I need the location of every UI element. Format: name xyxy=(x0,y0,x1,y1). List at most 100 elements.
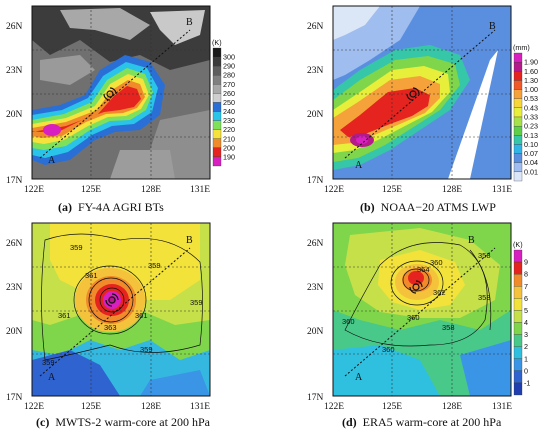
panel-b-frame xyxy=(332,5,512,180)
panel-b-colorbar-swatch xyxy=(513,52,523,63)
panel-b-ytick-2: 20N xyxy=(307,110,324,120)
panel-b-colorbar-label: 0.43 xyxy=(524,103,538,112)
panel-c-xtick-3: 131E xyxy=(190,402,210,412)
panel-b-xtick-2: 128E xyxy=(442,185,462,195)
panel-a-colorbar-swatch xyxy=(212,56,222,67)
panel-b-colorbar-swatch xyxy=(513,98,523,109)
panel-b-colorbar-swatch xyxy=(513,80,523,90)
panel-a-colorbar-swatch xyxy=(212,93,222,103)
panel-b-ytick-3: 17N xyxy=(307,176,324,186)
panel-a-ytick-3: 17N xyxy=(6,176,23,186)
panel-d-colorbar-label: 8 xyxy=(524,270,528,279)
panel-b-colorbar-swatch xyxy=(513,162,523,173)
panel-d-colorbar-label: 0 xyxy=(524,366,528,375)
panel-b-map xyxy=(333,6,511,179)
panel-c-ytick-3: 17N xyxy=(6,393,23,403)
panel-d-colorbar-swatch xyxy=(513,286,523,299)
panel-a-colorbar-label: 200 xyxy=(223,143,235,152)
panel-c-point-a: A xyxy=(48,372,56,383)
panel-a: A B 26N 23N 20N 17N 122E 125E 128E 131E … xyxy=(6,5,235,214)
panel-a-colorbar-swatch xyxy=(212,84,222,94)
panel-b-ytick-0: 26N xyxy=(307,22,324,32)
panel-d-colorbar-swatch xyxy=(513,370,523,384)
panel-a-colorbar-swatch xyxy=(212,47,222,58)
panel-a-xtick-2: 128E xyxy=(141,185,161,195)
panel-b-colorbar-swatch xyxy=(513,89,523,99)
panel-a-colorbar-label: 220 xyxy=(223,125,235,134)
panel-a-colorbar-label: 250 xyxy=(223,98,235,107)
panel-b-point-b: B xyxy=(489,21,496,32)
panel-d-xtick-3: 131E xyxy=(492,402,512,412)
panel-d-caption: (d) ERA5 warm-core at 200 hPa xyxy=(342,415,502,429)
panel-a-colorbar-swatch xyxy=(212,138,222,148)
panel-c-ytick-2: 20N xyxy=(6,327,23,337)
panel-c-map xyxy=(32,223,210,396)
panel-d-colorbar-swatch xyxy=(513,274,523,287)
panel-b-colorbar-label: 0.04 xyxy=(524,158,538,167)
panel-d-caption-letter: (d) xyxy=(342,415,357,429)
panel-b-colorbar-swatch xyxy=(513,153,523,163)
panel-b-ytick-1: 23N xyxy=(307,66,324,76)
panel-a-map xyxy=(32,6,210,179)
panel-d-colorbar-swatch xyxy=(513,261,523,275)
panel-b-colorbar-swatch xyxy=(513,61,523,72)
panel-d-point-b: B xyxy=(468,235,475,246)
panel-d: 360 364 362 360 360 358 358 360 358 A B … xyxy=(307,222,530,429)
panel-a-ytick-0: 26N xyxy=(6,22,23,32)
panel-c-contour-label-0: 359 xyxy=(70,243,83,252)
panel-c-xtick-0: 122E xyxy=(24,402,44,412)
panel-a-caption-letter: (a) xyxy=(58,200,72,214)
panel-a-colorbar-label: 210 xyxy=(223,134,235,143)
panel-d-contour-label-2: 362 xyxy=(433,288,446,297)
panel-a-colorbar-unit: (K) xyxy=(212,38,222,47)
panel-b-colorbar-label: 1.00 xyxy=(524,85,538,94)
panel-a-colorbar-label: 280 xyxy=(223,71,235,80)
panel-d-colorbar-label: 1 xyxy=(524,354,528,363)
panel-a-colorbar-label: 240 xyxy=(223,107,235,116)
panel-b-colorbar-label: 1.30 xyxy=(524,76,538,85)
panel-a-colorbar-swatch xyxy=(212,129,222,139)
panel-b-colorbar-swatch xyxy=(513,144,523,154)
panel-d-colorbar-swatch xyxy=(513,358,523,371)
panel-d-colorbar-label: 6 xyxy=(524,294,528,303)
panel-c-xtick-1: 125E xyxy=(81,402,101,412)
panel-b-colorbar-swatch xyxy=(513,135,523,145)
panel-b-colorbar-label: 1.60 xyxy=(524,67,538,76)
panel-d-colorbar-label: 5 xyxy=(524,306,528,315)
panel-c-contour-label-2: 359 xyxy=(148,261,161,270)
panel-c-xtick-2: 128E xyxy=(141,402,161,412)
panel-c-contour-label-3: 359 xyxy=(190,298,203,307)
panel-c-contour-label-4: 361 xyxy=(135,311,148,320)
panel-b-xtick-0: 122E xyxy=(324,185,344,195)
panel-c-contour-label-5: 363 xyxy=(104,323,117,332)
panel-d-ytick-1: 23N xyxy=(307,283,324,293)
panel-d-contour-label-5: 358 xyxy=(442,323,455,332)
panel-b-colorbar: (mm) 1.901.601.301.000.530.430.330.230.13… xyxy=(513,43,538,182)
panel-b-colorbar-swatch xyxy=(513,107,523,118)
panel-a-caption-text: FY-4A AGRI BTs xyxy=(78,200,164,214)
panel-a-colorbar-swatch xyxy=(212,75,222,85)
panel-c-point-b: B xyxy=(186,235,193,246)
panel-d-colorbar: (K)9 8 7 6 5 4 3 2 1 0 -1 xyxy=(513,240,530,396)
panel-d-map xyxy=(333,223,511,396)
panel-d-colorbar-label: 9 xyxy=(524,258,528,267)
panel-d-contour-label-6: 358 xyxy=(478,293,491,302)
panel-c-caption-text: MWTS-2 warm-core at 200 hPa xyxy=(55,415,210,429)
panel-c-contour-label-7: 359 xyxy=(42,358,55,367)
panel-a-xtick-3: 131E xyxy=(190,185,210,195)
panel-d-colorbar-swatch xyxy=(513,334,523,347)
panel-a-colorbar-swatch xyxy=(212,66,222,76)
panel-b-colorbar-label: 0.33 xyxy=(524,113,538,122)
panel-b-xtick-1: 125E xyxy=(382,185,402,195)
panel-b-colorbar-unit: (mm) xyxy=(513,43,530,52)
panel-b-colorbar-swatch xyxy=(513,116,523,127)
panel-a-ytick-1: 23N xyxy=(6,66,23,76)
panel-a-colorbar-label: 260 xyxy=(223,89,235,98)
panel-d-colorbar-label: 4 xyxy=(524,318,528,327)
panel-a-colorbar-swatch xyxy=(212,120,222,130)
panel-d-xtick-2: 128E xyxy=(442,402,462,412)
panel-a-ytick-2: 20N xyxy=(6,110,23,120)
panel-d-colorbar-swatch xyxy=(513,382,523,396)
